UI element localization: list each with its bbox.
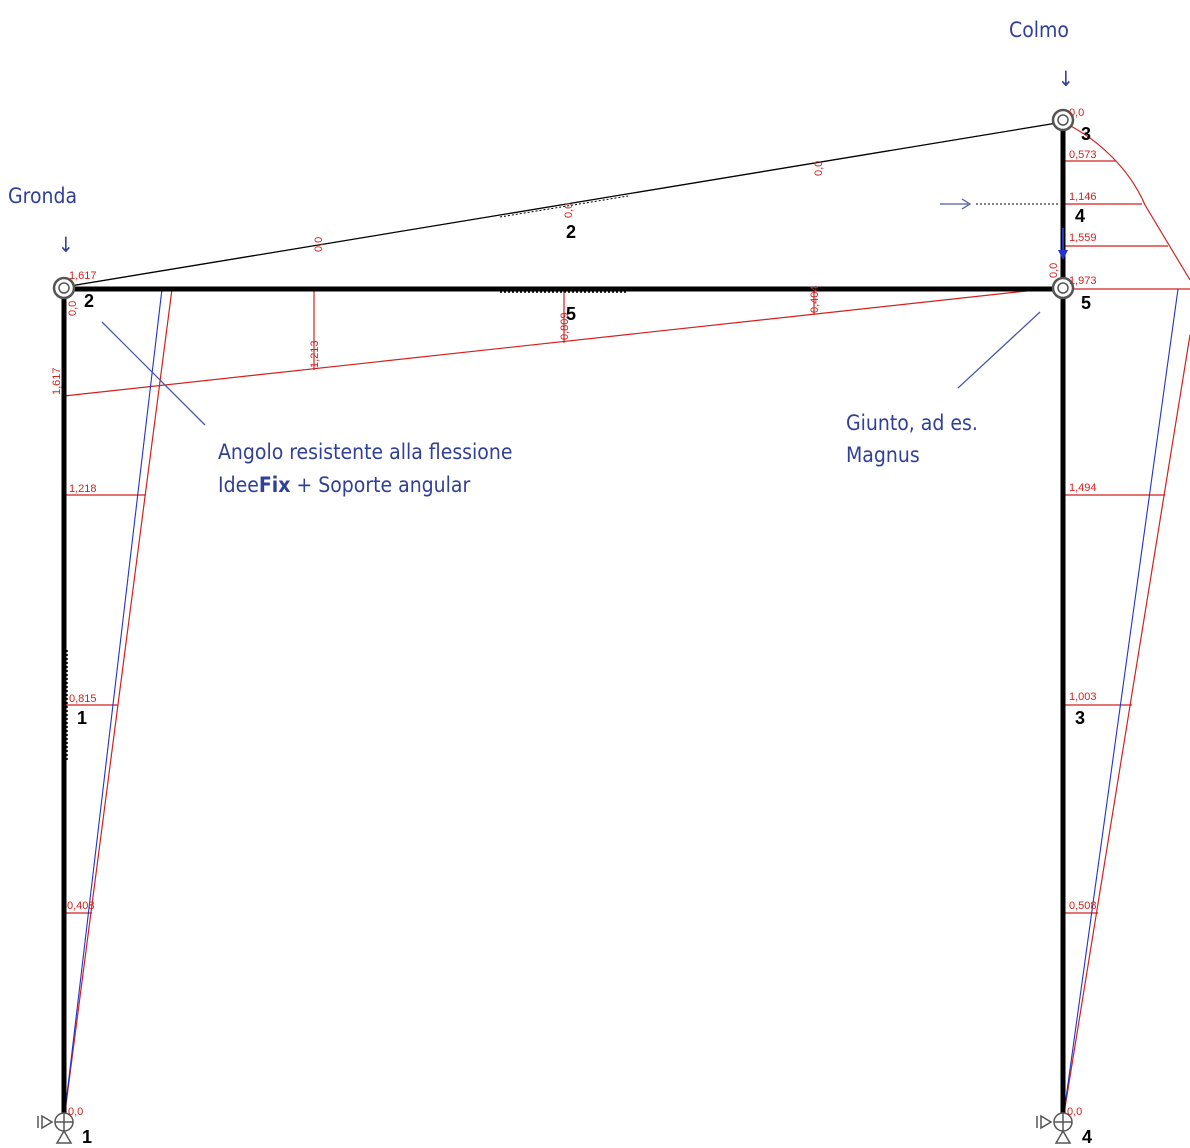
value-tie-0809: 0,809: [559, 312, 571, 340]
rafter-dotted-mark: [499, 195, 629, 218]
gronda-label: Gronda: [8, 184, 77, 208]
moment-diagram: [63, 121, 1190, 1121]
value-right-1146: 1,146: [1069, 191, 1097, 203]
frame-members: [61, 121, 1066, 1120]
value-right-1973: 1,973: [1069, 275, 1097, 287]
node-label-3: 3: [1081, 124, 1091, 144]
load-leader-arrowhead: [961, 198, 972, 210]
right-upper-moment-curve: [1062, 121, 1190, 281]
value-right-1003: 1,003: [1069, 691, 1097, 703]
value-left-base: 0,0: [68, 1106, 83, 1118]
member-label-5: 5: [566, 304, 576, 324]
angolo-label-fix: Fix: [259, 473, 291, 497]
value-left-zero-top: 0,0: [67, 301, 79, 316]
gronda-arrow-icon: ↓: [58, 233, 74, 257]
giunto-label-line2: Magnus: [846, 443, 920, 467]
node-label-5: 5: [1081, 293, 1091, 313]
hinge-node-2: [52, 276, 76, 300]
member-label-4: 4: [1075, 206, 1085, 226]
left-deflection-line: [63, 288, 163, 1121]
value-right-top: 0,0: [1069, 107, 1084, 119]
value-rafter-zero-a: 0,0: [313, 237, 325, 252]
giunto-label-line1: Giunto, ad es.: [846, 411, 978, 435]
angolo-label-soporte: + Soporte angular: [290, 473, 470, 497]
value-left-0815: 0,815: [69, 693, 97, 705]
value-right-base: 0,0: [1067, 1106, 1082, 1118]
value-rafter-zero-b: 0,0: [563, 203, 575, 218]
angolo-leader-line: [101, 321, 206, 426]
right-deflection-line: [1062, 288, 1179, 1121]
value-tie-0404: 0,404: [809, 285, 821, 313]
value-left-top: 1,617: [69, 270, 97, 282]
node-label-1: 1: [82, 1127, 92, 1147]
node-label-2: 2: [84, 291, 94, 311]
hinge-node-5: [1051, 276, 1075, 300]
value-right-0573: 0,573: [1069, 149, 1097, 161]
member-label-1: 1: [77, 708, 87, 728]
angolo-label-idee: Idee: [218, 473, 259, 497]
node-label-4: 4: [1082, 1127, 1092, 1147]
angolo-label-line1: Angolo resistente alla flessione: [218, 440, 512, 464]
value-rafter-zero-c: 0,0: [813, 161, 825, 176]
deflection-lines: [63, 288, 1179, 1121]
giunto-leader-line: [957, 311, 1041, 389]
value-left-1218: 1,218: [69, 483, 97, 495]
support-node-4: [1036, 1112, 1073, 1144]
right-column-moment-line: [1062, 334, 1190, 1121]
hinge-node-3: [1051, 108, 1075, 132]
value-right-zero-mid: 0,0: [1048, 263, 1060, 278]
load-arrow: [1058, 228, 1068, 260]
colmo-arrow-icon: ↓: [1058, 67, 1074, 91]
leader-lines: [101, 198, 1041, 426]
value-right-1559: 1,559: [1069, 232, 1097, 244]
value-right-0508: 0,508: [1069, 900, 1097, 912]
colmo-label: Colmo: [1009, 18, 1069, 42]
value-tie-1213: 1,213: [309, 340, 321, 368]
angolo-label-line2: IdeeFix + Soporte angular: [218, 473, 470, 497]
value-left-0408: 0,408: [67, 900, 95, 912]
support-node-1: [37, 1112, 74, 1144]
member-label-3: 3: [1075, 708, 1085, 728]
value-left-side: 1,617: [51, 367, 63, 395]
member-label-2: 2: [566, 222, 576, 242]
dotted-marks: [66, 195, 1060, 760]
value-right-1494: 1,494: [1069, 482, 1097, 494]
rafter: [63, 121, 1064, 288]
